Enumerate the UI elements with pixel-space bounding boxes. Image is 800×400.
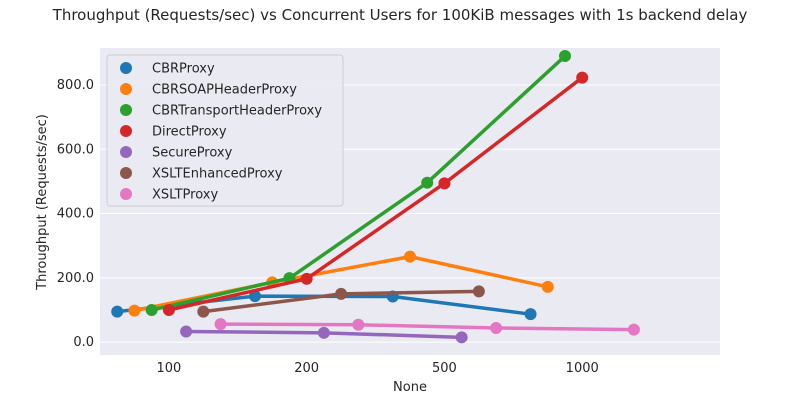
legend-marker: [120, 125, 132, 137]
series-point: [352, 318, 365, 331]
legend-label: CBRProxy: [152, 62, 215, 77]
series-line: [218, 322, 636, 332]
legend-marker: [120, 83, 132, 95]
x-tick-label: 500: [432, 361, 457, 376]
series-point: [576, 71, 589, 84]
series-point: [541, 280, 554, 293]
series-point: [162, 303, 175, 316]
series-point: [421, 176, 434, 189]
series-line: [149, 54, 567, 312]
legend-label: XSLTProxy: [152, 188, 218, 203]
y-tick-label: 800.0: [57, 78, 94, 93]
y-tick-label: 600.0: [57, 142, 94, 157]
series-point: [335, 287, 348, 300]
series-point: [111, 305, 124, 318]
x-tick-label: 1000: [566, 361, 599, 376]
series-layer: [111, 50, 640, 344]
y-tick-label: 400.0: [57, 207, 94, 222]
x-tick-label: 200: [294, 361, 319, 376]
legend-label: XSLTEnhancedProxy: [152, 167, 283, 182]
legend-frame: [106, 54, 344, 207]
legend-label: CBRTransportHeaderProxy: [152, 104, 322, 119]
series-point: [455, 331, 468, 344]
series-point: [214, 318, 227, 331]
series-point: [559, 50, 571, 63]
chart-title: Throughput (Requests/sec) vs Concurrent …: [52, 6, 748, 24]
series-XSLTProxy: [214, 318, 640, 336]
y-tick-label: 0.0: [73, 335, 94, 350]
series-point: [145, 303, 158, 316]
legend-marker: [120, 62, 132, 74]
series-CBRTransportHeaderProxy: [145, 50, 571, 316]
legend-marker: [120, 188, 132, 200]
series-SecureProxy: [180, 325, 468, 344]
series-point: [300, 272, 313, 285]
series-DirectProxy: [162, 71, 589, 316]
legend-marker: [120, 167, 132, 179]
series-point: [438, 177, 451, 190]
series-point: [472, 285, 485, 298]
y-tick-label: 200.0: [57, 271, 94, 286]
series-XSLTEnhancedProxy: [197, 285, 485, 318]
legend-label: SecureProxy: [152, 146, 233, 161]
series-point: [627, 323, 640, 336]
x-tick-label: 100: [156, 361, 181, 376]
series-point: [197, 305, 210, 318]
tick-layer: 0.0 200.0 400.0 600.0 800.0 100 200 500 1000: [57, 78, 599, 376]
legend: CBRProxy CBRSOAPHeaderProxy CBRTransportHe…: [106, 54, 344, 207]
series-point: [317, 326, 330, 339]
series-point: [490, 321, 503, 334]
series-point: [128, 304, 141, 317]
x-axis-label: None: [393, 380, 427, 395]
legend-label: CBRSOAPHeaderProxy: [152, 83, 297, 98]
legend-label: DirectProxy: [152, 125, 227, 140]
series-line: [167, 75, 584, 312]
series-point: [524, 308, 537, 321]
legend-marker: [120, 104, 132, 116]
series-point: [404, 250, 416, 263]
series-point: [249, 290, 261, 303]
legend-marker: [120, 146, 132, 158]
y-axis-label: Throughput (Requests/sec): [35, 114, 50, 291]
series-point: [180, 325, 193, 338]
